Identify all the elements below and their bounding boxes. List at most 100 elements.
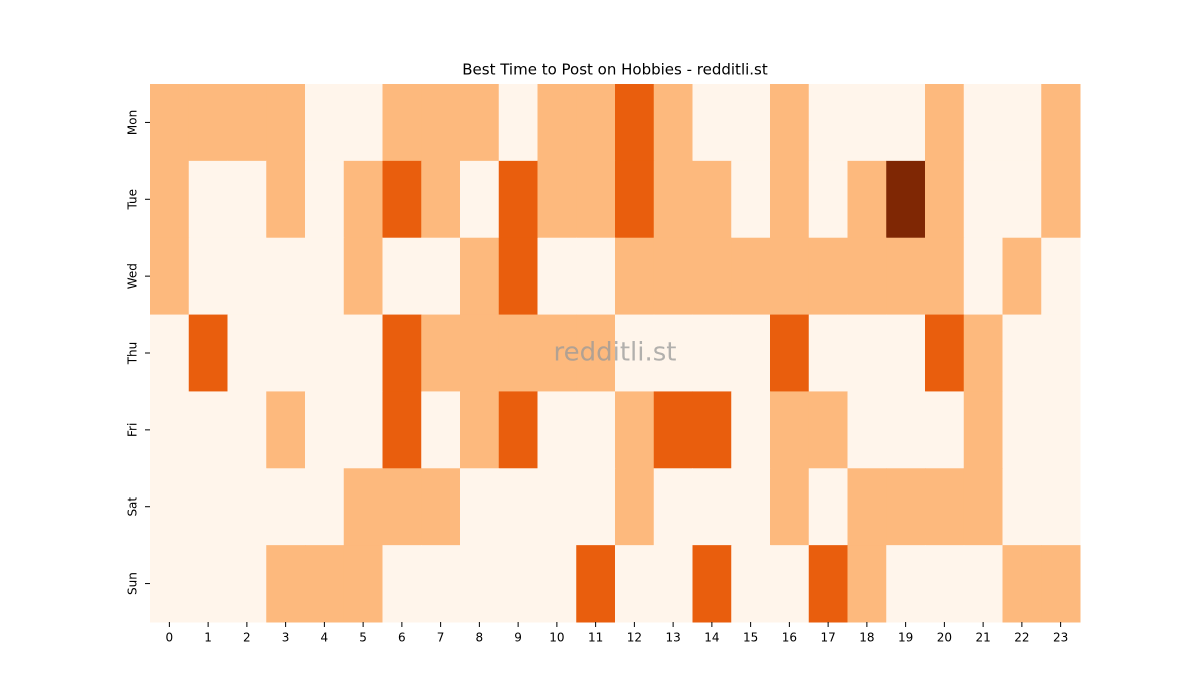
heatmap-cell [266, 314, 306, 392]
heatmap-cell [150, 468, 190, 546]
heatmap-cell [808, 545, 848, 623]
heatmap-cell [886, 545, 926, 623]
heatmap-cell [460, 468, 500, 546]
watermark: redditli.st [554, 338, 677, 368]
heatmap-cell [886, 314, 926, 392]
heatmap-cell [925, 160, 965, 239]
heatmap-cell [731, 237, 771, 316]
heatmap-cell [227, 314, 267, 392]
heatmap-cell [266, 468, 306, 546]
heatmap-cell [925, 314, 965, 392]
heatmap-cell [847, 545, 887, 623]
heatmap-cell [770, 468, 810, 546]
heatmap-cell [1041, 84, 1081, 162]
heatmap-cell [731, 84, 771, 162]
heatmap-cell [731, 468, 771, 546]
heatmap-cell [421, 84, 461, 162]
heatmap-cell [150, 314, 190, 392]
x-tick-label: 9 [514, 631, 522, 645]
heatmap-cell [808, 160, 848, 239]
heatmap-cell [1041, 545, 1081, 623]
heatmap-cell [150, 237, 190, 316]
heatmap-cell [460, 160, 500, 239]
heatmap-cell [808, 468, 848, 546]
heatmap-cell [576, 545, 616, 623]
heatmap-cell [305, 314, 345, 392]
x-tick-label: 6 [398, 631, 406, 645]
heatmap-cell [1002, 545, 1042, 623]
heatmap-cell [227, 545, 267, 623]
heatmap-cell [770, 84, 810, 162]
heatmap-cell [266, 237, 306, 316]
heatmap-cell [692, 314, 732, 392]
heatmap-cell [343, 391, 383, 469]
x-tick-label: 8 [476, 631, 484, 645]
heatmap-cell [382, 314, 422, 392]
heatmap-cell [150, 84, 190, 162]
heatmap-cell [963, 314, 1003, 392]
heatmap-cell [227, 468, 267, 546]
heatmap-cell [460, 391, 500, 469]
x-tick-label: 7 [437, 631, 445, 645]
heatmap-cell [1041, 314, 1081, 392]
x-tick-label: 23 [1053, 631, 1068, 645]
heatmap-cell [266, 160, 306, 239]
x-tick-label: 2 [243, 631, 251, 645]
heatmap-cell [615, 391, 655, 469]
heatmap-cell [692, 468, 732, 546]
heatmap-cell [460, 84, 500, 162]
heatmap-cell [963, 391, 1003, 469]
heatmap-cell [770, 391, 810, 469]
heatmap-cell [925, 545, 965, 623]
heatmap-cell [537, 160, 577, 239]
heatmap-cell [188, 468, 228, 546]
heatmap-cell [188, 84, 228, 162]
heatmap-cell [421, 237, 461, 316]
y-tick-label: Fri [126, 423, 140, 437]
heatmap-cell [653, 84, 693, 162]
x-tick-label: 16 [782, 631, 797, 645]
heatmap-cell [498, 545, 538, 623]
heatmap-cell [498, 84, 538, 162]
heatmap-cell [653, 237, 693, 316]
heatmap-cell [266, 84, 306, 162]
heatmap-cell [1002, 237, 1042, 316]
heatmap-cell [537, 314, 577, 392]
x-tick-label: 18 [859, 631, 874, 645]
heatmap-cell [847, 314, 887, 392]
heatmap-cell [615, 545, 655, 623]
heatmap-cell [498, 314, 538, 392]
heatmap-cell [421, 468, 461, 546]
x-tick-label: 0 [166, 631, 174, 645]
heatmap-cell [886, 84, 926, 162]
heatmap-cell [1041, 391, 1081, 469]
heatmap-cell [847, 468, 887, 546]
heatmap-cell [498, 237, 538, 316]
heatmap-cell [1002, 391, 1042, 469]
x-tick-label: 3 [282, 631, 290, 645]
heatmap-cell [382, 84, 422, 162]
heatmap-cell [692, 160, 732, 239]
heatmap-cell [615, 314, 655, 392]
x-tick-label: 17 [820, 631, 835, 645]
heatmap-cell [227, 160, 267, 239]
x-tick-label: 22 [1014, 631, 1029, 645]
heatmap-cell [150, 391, 190, 469]
heatmap-cell [266, 391, 306, 469]
y-tick-label: Thu [126, 342, 140, 366]
heatmap-cell [576, 160, 616, 239]
heatmap-cell [1041, 468, 1081, 546]
heatmap-cell [498, 391, 538, 469]
x-tick-label: 20 [937, 631, 952, 645]
heatmap-cell [731, 314, 771, 392]
heatmap-cell [576, 468, 616, 546]
x-tick-label: 1 [204, 631, 212, 645]
y-tick-label: Sun [126, 572, 140, 595]
heatmap-cell [343, 84, 383, 162]
heatmap-cell [963, 545, 1003, 623]
heatmap-cell [305, 545, 345, 623]
heatmap-cell [770, 545, 810, 623]
heatmap-cell [847, 237, 887, 316]
heatmap-cell [692, 545, 732, 623]
heatmap-cell [886, 391, 926, 469]
